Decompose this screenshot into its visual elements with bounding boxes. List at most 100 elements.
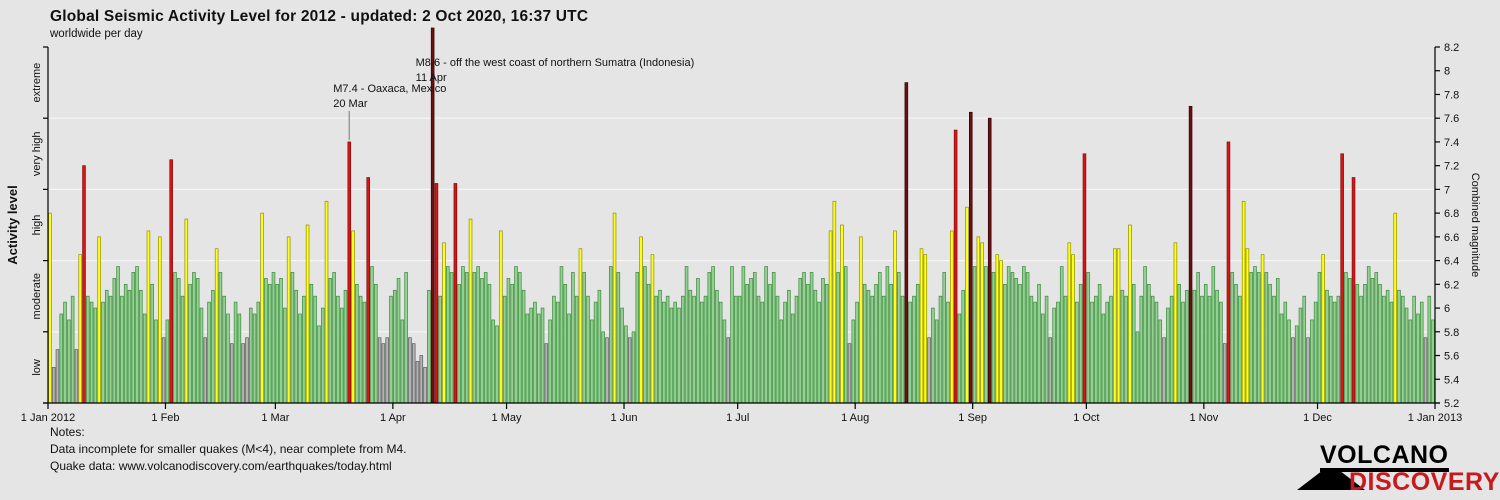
day-bar bbox=[499, 230, 503, 404]
day-bar bbox=[832, 200, 837, 404]
day-bar bbox=[631, 331, 636, 404]
day-bar bbox=[1150, 295, 1155, 404]
day-bar bbox=[1143, 266, 1147, 404]
day-bar bbox=[1351, 177, 1356, 404]
day-bar bbox=[677, 307, 681, 404]
day-bar bbox=[1003, 283, 1007, 404]
day-bar bbox=[203, 337, 208, 404]
day-bar bbox=[548, 319, 552, 404]
day-bar bbox=[275, 283, 280, 404]
day-bar bbox=[1393, 212, 1397, 404]
day-bar bbox=[521, 289, 526, 404]
day-bar bbox=[108, 295, 113, 404]
day-bar bbox=[222, 295, 226, 404]
x-tick-label: 1 Oct bbox=[1073, 412, 1099, 424]
day-bar bbox=[1094, 295, 1098, 404]
day-bar bbox=[510, 283, 514, 404]
day-bar bbox=[1124, 295, 1128, 404]
day-bar bbox=[419, 355, 424, 404]
day-bar bbox=[1086, 272, 1091, 404]
day-bar bbox=[366, 177, 370, 404]
day-bar bbox=[1389, 301, 1394, 404]
day-bar bbox=[434, 183, 439, 404]
day-bar bbox=[1238, 295, 1242, 404]
day-bar bbox=[1325, 289, 1329, 404]
day-bar bbox=[260, 212, 264, 404]
day-bar bbox=[730, 266, 734, 404]
day-bar bbox=[1063, 295, 1068, 404]
day-bar bbox=[836, 272, 840, 404]
day-bar bbox=[1332, 301, 1337, 404]
day-bar bbox=[150, 283, 154, 404]
day-bar bbox=[339, 307, 344, 404]
day-bar bbox=[195, 278, 200, 404]
day-bar bbox=[188, 283, 192, 404]
day-bar bbox=[737, 295, 742, 404]
day-bar bbox=[283, 307, 287, 404]
day-bar bbox=[787, 289, 791, 404]
right-tick-label: 5.8 bbox=[1444, 327, 1459, 339]
day-bar bbox=[51, 367, 56, 404]
day-bar bbox=[320, 307, 325, 404]
day-bar bbox=[593, 301, 598, 404]
day-bar bbox=[1128, 224, 1132, 404]
day-bar bbox=[559, 266, 564, 404]
day-bar bbox=[904, 82, 909, 404]
day-bar bbox=[881, 295, 886, 404]
day-bar bbox=[1355, 283, 1360, 404]
day-bar bbox=[427, 289, 431, 404]
day-bar bbox=[487, 283, 492, 404]
day-bar bbox=[1317, 272, 1322, 404]
day-bar bbox=[1131, 283, 1136, 404]
day-bar bbox=[950, 230, 954, 404]
right-tick-label: 5.4 bbox=[1444, 374, 1459, 386]
day-bar bbox=[309, 283, 314, 404]
notes-block: Notes: Data incomplete for smaller quake… bbox=[50, 424, 406, 475]
day-bar bbox=[146, 230, 151, 404]
x-tick-label: 1 Jan 2013 bbox=[1408, 412, 1462, 424]
x-tick-label: 1 Feb bbox=[151, 412, 179, 424]
day-bar bbox=[813, 289, 818, 404]
activity-band-label: low bbox=[31, 359, 43, 376]
day-bar bbox=[116, 266, 120, 404]
day-bar bbox=[533, 301, 537, 404]
day-bar bbox=[1404, 307, 1409, 404]
day-bar bbox=[453, 183, 458, 404]
day-bar bbox=[267, 283, 272, 404]
day-bar bbox=[286, 236, 291, 404]
chart-subtitle: worldwide per day bbox=[50, 28, 143, 40]
day-bar bbox=[1105, 301, 1109, 404]
day-bar bbox=[1010, 272, 1015, 404]
day-bar bbox=[252, 313, 257, 404]
day-bar bbox=[67, 319, 71, 404]
day-bar bbox=[927, 337, 931, 404]
day-bar bbox=[1203, 283, 1208, 404]
day-bar bbox=[1226, 141, 1231, 404]
day-bar bbox=[817, 301, 821, 404]
day-bar bbox=[392, 289, 397, 404]
x-tick-label: 1 Jul bbox=[726, 412, 749, 424]
day-bar bbox=[1044, 295, 1049, 404]
day-bar bbox=[400, 319, 405, 404]
day-bar bbox=[82, 165, 86, 404]
day-bar bbox=[790, 313, 795, 404]
day-bar bbox=[461, 266, 465, 404]
day-bar bbox=[169, 159, 173, 404]
day-bar bbox=[1029, 295, 1034, 404]
day-bar bbox=[1120, 289, 1125, 404]
day-bar bbox=[1022, 266, 1026, 404]
day-bar bbox=[529, 307, 533, 404]
day-bar bbox=[616, 272, 621, 404]
day-bar bbox=[840, 224, 844, 404]
day-bar bbox=[1014, 278, 1019, 404]
day-bar bbox=[389, 295, 393, 404]
day-bar bbox=[1287, 319, 1291, 404]
day-bar bbox=[1215, 289, 1219, 404]
day-bar bbox=[271, 272, 276, 404]
day-bar bbox=[1052, 307, 1056, 404]
activity-band-label: extreme bbox=[31, 63, 43, 103]
day-bar bbox=[874, 283, 878, 404]
day-bar bbox=[332, 272, 336, 404]
day-bar bbox=[1135, 331, 1140, 404]
day-bar bbox=[502, 295, 507, 404]
